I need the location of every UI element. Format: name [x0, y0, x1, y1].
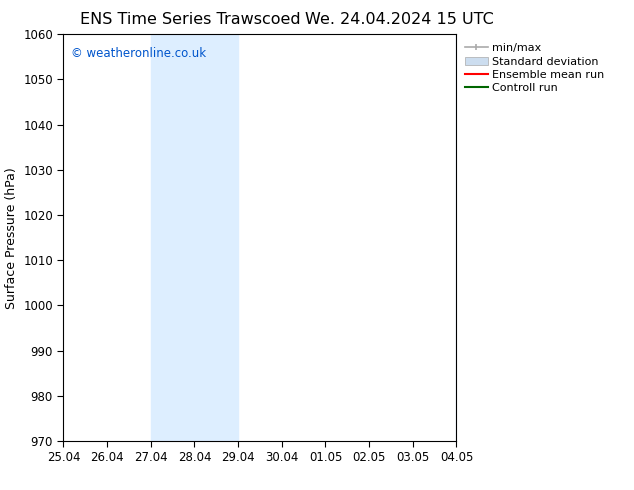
Text: © weatheronline.co.uk: © weatheronline.co.uk — [71, 47, 207, 59]
Text: ENS Time Series Trawscoed: ENS Time Series Trawscoed — [80, 12, 301, 27]
Text: We. 24.04.2024 15 UTC: We. 24.04.2024 15 UTC — [305, 12, 494, 27]
Legend: min/max, Standard deviation, Ensemble mean run, Controll run: min/max, Standard deviation, Ensemble me… — [462, 40, 607, 97]
Bar — [151, 34, 238, 441]
Y-axis label: Surface Pressure (hPa): Surface Pressure (hPa) — [4, 167, 18, 309]
Bar — [456, 34, 500, 441]
